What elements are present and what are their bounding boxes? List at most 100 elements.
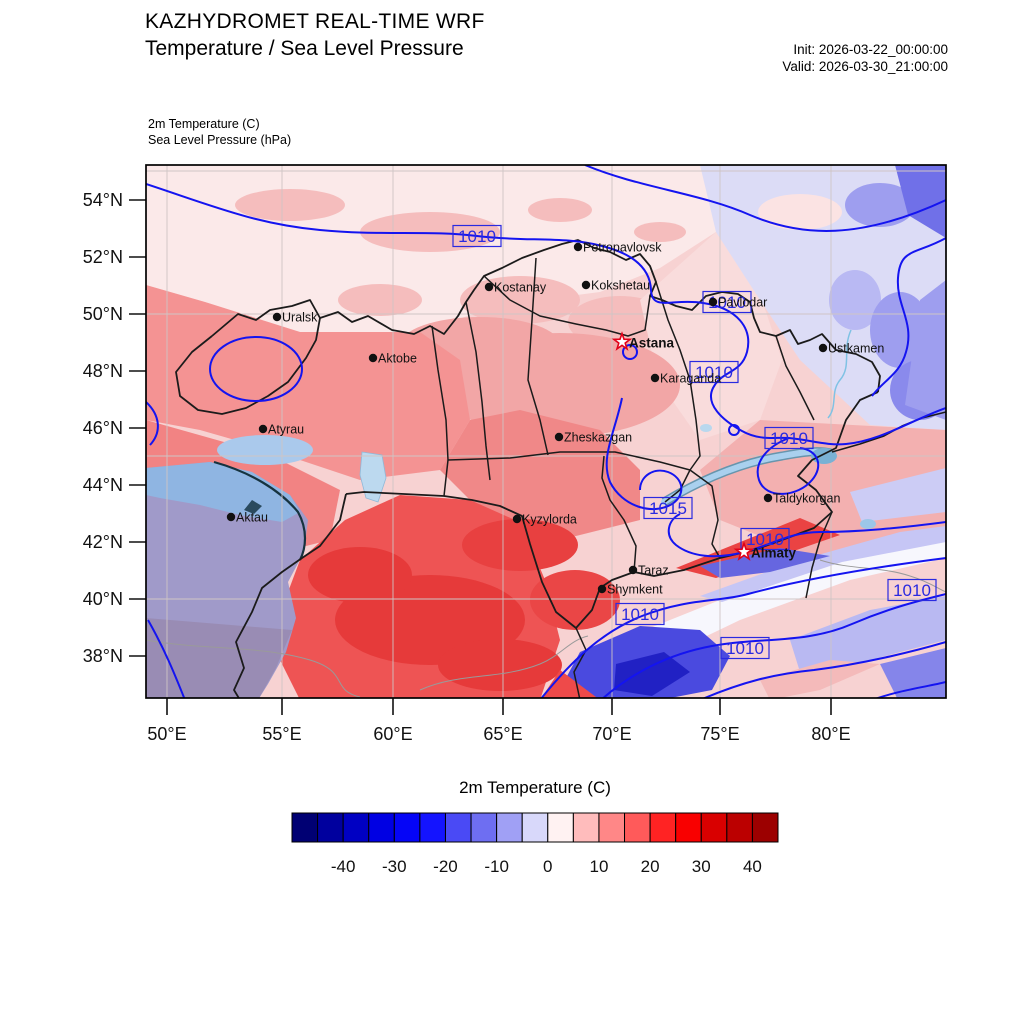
lon-tick-label: 70°E [592,724,631,744]
colorbar-cell [675,812,702,843]
lon-tick-label: 55°E [262,724,301,744]
colorbar-cell [393,812,421,843]
pressure-label: 1010 [770,429,808,448]
field-label-temperature: 2m Temperature (C) [148,117,260,131]
city-dot-marker [512,514,522,524]
pressure-label: 1010 [708,293,746,312]
pressure-label-box [689,360,739,384]
colorbar-tick-label: 0 [543,857,552,876]
colorbar-cell [649,812,677,843]
field-label-pressure: Sea Level Pressure (hPa) [148,133,292,147]
page-title: KAZHYDROMET REAL-TIME WRF [145,10,485,33]
colorbar-tick-label: -30 [382,857,407,876]
colorbar-cell [291,812,319,843]
city-dot-marker [650,373,660,383]
river-irtysh [827,329,852,419]
lat-tick-label: 50°N [83,304,123,324]
colorbar-cell [598,812,626,843]
city-star-marker [733,541,755,561]
city-dot-marker [484,282,494,292]
colorbar-title: 2m Temperature (C) [459,778,611,797]
city-label: Almaty [751,546,797,561]
colorbar-cell [547,812,574,843]
colorbar-tick-label: 30 [692,857,711,876]
pressure-label: 1010 [458,227,496,246]
pressure-label-box [452,224,502,248]
lon-tick-label: 50°E [147,724,186,744]
colorbar-cell [444,812,472,843]
city-label: Zheskazgan [564,431,632,445]
colorbar-cell [342,812,370,843]
city-dot-marker [763,493,773,503]
city-dot-marker [708,297,718,307]
colorbar-cell [726,812,753,843]
city-label: Atyrau [268,423,304,437]
pressure-label-box [643,496,693,520]
colorbar-tick-label: 20 [641,857,660,876]
lat-tick-label: 40°N [83,589,123,609]
colorbar-cell [700,812,728,843]
colorbar-cell [419,812,446,843]
pressure-label: 1010 [746,530,784,549]
colorbar-cell [751,812,779,843]
colorbar-tick-label: -40 [331,857,356,876]
lat-tick-label: 54°N [83,190,123,210]
colorbar-tick-label: 40 [743,857,762,876]
pressure-label-box [740,527,790,551]
colorbar-tick-label: -10 [484,857,509,876]
colorbar-cell [521,812,549,843]
colorbar-cell [572,812,600,843]
city-label: Taraz [638,564,669,578]
city-label: Kyzylorda [522,513,577,527]
pressure-label-box [615,602,665,626]
colorbar-cell [496,812,523,843]
colorbar-tick-label: 10 [589,857,608,876]
city-label: Uralsk [282,311,318,325]
city-dot-marker [818,343,828,353]
lat-tick-label: 44°N [83,475,123,495]
valid-timestamp: Valid: 2026-03-30_21:00:00 [782,59,948,74]
lon-tick-label: 65°E [483,724,522,744]
pressure-label-box [720,636,770,660]
pressure-label: 1010 [726,639,764,658]
lon-tick-label: 80°E [811,724,850,744]
colorbar: -40 -30 -20 -10 0 10 20 30 40 [291,812,779,876]
colorbar-tick-label: -20 [433,857,458,876]
lat-tick-label: 42°N [83,532,123,552]
pressure-label-box [887,578,937,602]
city-dot-marker [258,424,268,434]
city-dot-marker [554,432,564,442]
city-label: Shymkent [607,583,663,597]
lat-tick-label: 52°N [83,247,123,267]
page-subtitle: Temperature / Sea Level Pressure [145,37,464,60]
lat-tick-label: 38°N [83,646,123,666]
colorbar-cell [368,812,395,843]
city-dot-marker [368,353,378,363]
lon-tick-label: 60°E [373,724,412,744]
city-dot-marker [597,584,607,594]
city-label: Ustkamen [828,342,884,356]
colorbar-cell [317,812,344,843]
pressure-label-box [702,290,752,314]
pressure-label: 1010 [893,581,931,600]
lat-tick-label: 48°N [83,361,123,381]
city-dot-marker [573,242,583,252]
city-label: Petropavlovsk [583,241,662,255]
colorbar-cell [624,812,651,843]
city-label: Taldykorgan [773,492,840,506]
pressure-label: 1010 [695,363,733,382]
city-dot-marker [628,565,638,575]
city-label: Astana [629,336,675,351]
city-dot-marker [581,280,591,290]
lon-tick-label: 75°E [700,724,739,744]
city-label: Kostanay [494,281,547,295]
city-label: Pavlodar [718,296,767,310]
init-timestamp: Init: 2026-03-22_00:00:00 [793,42,948,57]
lat-tick-label: 46°N [83,418,123,438]
city-label: Aktobe [378,352,417,366]
city-star-marker [611,331,633,351]
pressure-label-box [764,426,814,450]
city-label: Aktau [236,511,268,525]
city-label: Karaganda [660,372,721,386]
